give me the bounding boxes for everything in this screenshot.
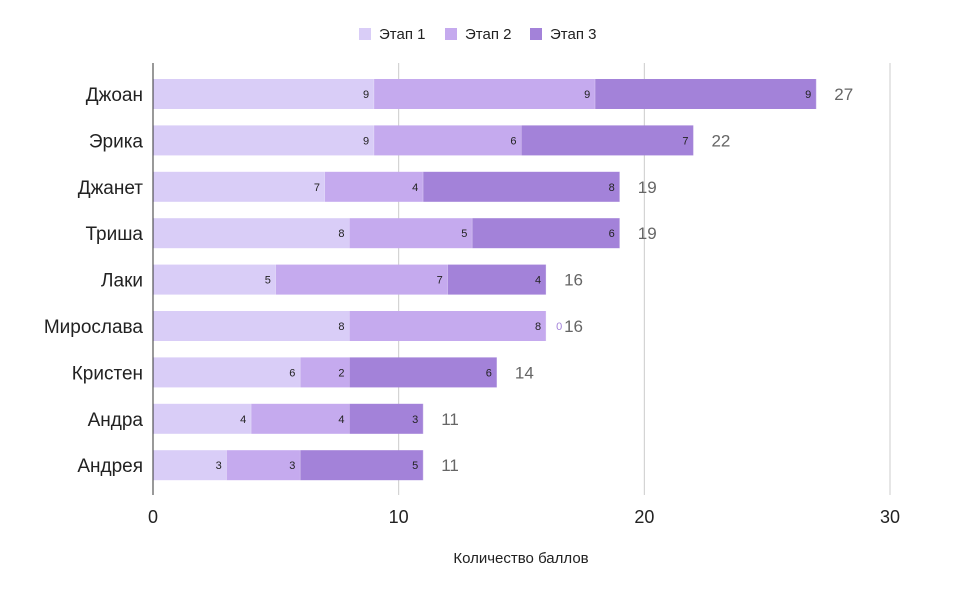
bar-segment bbox=[153, 125, 375, 156]
x-tick-label: 10 bbox=[389, 507, 409, 527]
bar-segment bbox=[275, 264, 448, 295]
bar-segment bbox=[521, 125, 694, 156]
segment-value-label: 8 bbox=[609, 182, 615, 194]
legend-swatch bbox=[359, 28, 371, 40]
segment-value-label: 6 bbox=[486, 367, 492, 379]
bar-segment bbox=[226, 450, 301, 481]
bar-segment bbox=[300, 450, 424, 481]
bar-segment bbox=[153, 79, 375, 109]
segment-value-label: 7 bbox=[437, 275, 443, 287]
x-axis-title: Количество баллов bbox=[453, 550, 588, 567]
bar-segment bbox=[595, 79, 817, 109]
segment-value-label: 6 bbox=[510, 135, 516, 147]
total-value-label: 16 bbox=[564, 271, 583, 290]
bar-segment bbox=[349, 403, 424, 434]
legend-swatch bbox=[530, 28, 542, 40]
segment-value-label: 8 bbox=[338, 321, 344, 333]
segment-value-label: 4 bbox=[338, 414, 344, 426]
segment-value-label: 5 bbox=[412, 460, 418, 472]
segment-value-label: 5 bbox=[265, 275, 271, 287]
bar-segment bbox=[472, 218, 620, 249]
total-value-label: 19 bbox=[638, 224, 657, 243]
bar-segment bbox=[251, 403, 350, 434]
x-tick-label: 30 bbox=[880, 507, 900, 527]
x-tick-label: 20 bbox=[634, 507, 654, 527]
segment-value-label: 6 bbox=[609, 228, 615, 240]
segment-value-label: 3 bbox=[216, 460, 222, 472]
segment-value-label: 0 bbox=[556, 321, 562, 333]
total-value-label: 11 bbox=[441, 410, 459, 429]
segment-value-label: 5 bbox=[461, 228, 467, 240]
category-label: Кристен bbox=[72, 363, 143, 384]
bar-segment bbox=[374, 79, 596, 109]
segment-value-label: 4 bbox=[535, 275, 541, 287]
segment-value-label: 7 bbox=[314, 182, 320, 194]
legend: Этап 1 Этап 2 Этап 3 bbox=[359, 26, 596, 43]
total-value-label: 16 bbox=[564, 317, 583, 336]
segment-value-label: 4 bbox=[412, 182, 418, 194]
x-axis-ticks: 0 10 20 30 bbox=[148, 507, 900, 527]
total-value-label: 22 bbox=[711, 131, 730, 150]
bar-segment bbox=[349, 311, 547, 341]
bar-segment bbox=[300, 357, 350, 388]
bars bbox=[153, 79, 817, 481]
category-label: Джанет bbox=[78, 178, 144, 199]
bar-segment bbox=[153, 311, 350, 341]
bar-segment bbox=[153, 264, 276, 295]
category-label: Андра bbox=[88, 410, 144, 431]
category-labels: Джоан Эрика Джанет Триша Лаки Мирослава Кристе… bbox=[44, 85, 144, 477]
total-value-label: 11 bbox=[441, 456, 459, 475]
category-label: Джоан bbox=[86, 85, 143, 106]
bar-segment bbox=[349, 357, 497, 388]
segment-value-label: 3 bbox=[412, 414, 418, 426]
category-label: Лаки bbox=[101, 271, 143, 292]
total-value-label: 14 bbox=[515, 363, 534, 382]
bar-segment bbox=[374, 125, 522, 156]
total-value-label: 27 bbox=[834, 85, 853, 104]
total-value-label: 19 bbox=[638, 178, 657, 197]
bar-segment bbox=[349, 218, 473, 249]
segment-value-label: 9 bbox=[584, 89, 590, 101]
legend-swatch bbox=[445, 28, 457, 40]
legend-label: Этап 1 bbox=[379, 26, 425, 43]
bar-segment bbox=[153, 450, 227, 481]
segment-value-label: 6 bbox=[289, 367, 295, 379]
bar-segment bbox=[153, 171, 325, 202]
category-label: Мирослава bbox=[44, 317, 144, 338]
legend-label: Этап 3 bbox=[550, 26, 596, 43]
bar-segment bbox=[447, 264, 547, 295]
bar-segment bbox=[153, 403, 252, 434]
category-label: Эрика bbox=[89, 131, 144, 152]
category-label: Андрея bbox=[77, 456, 143, 477]
x-tick-label: 0 bbox=[148, 507, 158, 527]
segment-value-label: 8 bbox=[338, 228, 344, 240]
segment-value-label: 2 bbox=[338, 367, 344, 379]
bar-segment bbox=[153, 218, 350, 249]
segment-value-label: 9 bbox=[363, 89, 369, 101]
legend-label: Этап 2 bbox=[465, 26, 511, 43]
category-label: Триша bbox=[85, 224, 143, 245]
segment-labels: 9 9 9 9 6 7 7 4 8 8 5 6 5 7 4 8 8 0 6 2 6 4 4 3 3 3 5 bbox=[216, 89, 812, 472]
segment-value-label: 4 bbox=[240, 414, 246, 426]
bar-segment bbox=[153, 357, 301, 388]
segment-value-label: 9 bbox=[363, 135, 369, 147]
segment-value-label: 8 bbox=[535, 321, 541, 333]
bar-segment bbox=[324, 171, 424, 202]
total-labels: 27 22 19 19 16 16 14 11 11 bbox=[441, 85, 853, 475]
segment-value-label: 9 bbox=[805, 89, 811, 101]
bar-segment bbox=[423, 171, 620, 202]
segment-value-label: 7 bbox=[682, 135, 688, 147]
segment-value-label: 3 bbox=[289, 460, 295, 472]
